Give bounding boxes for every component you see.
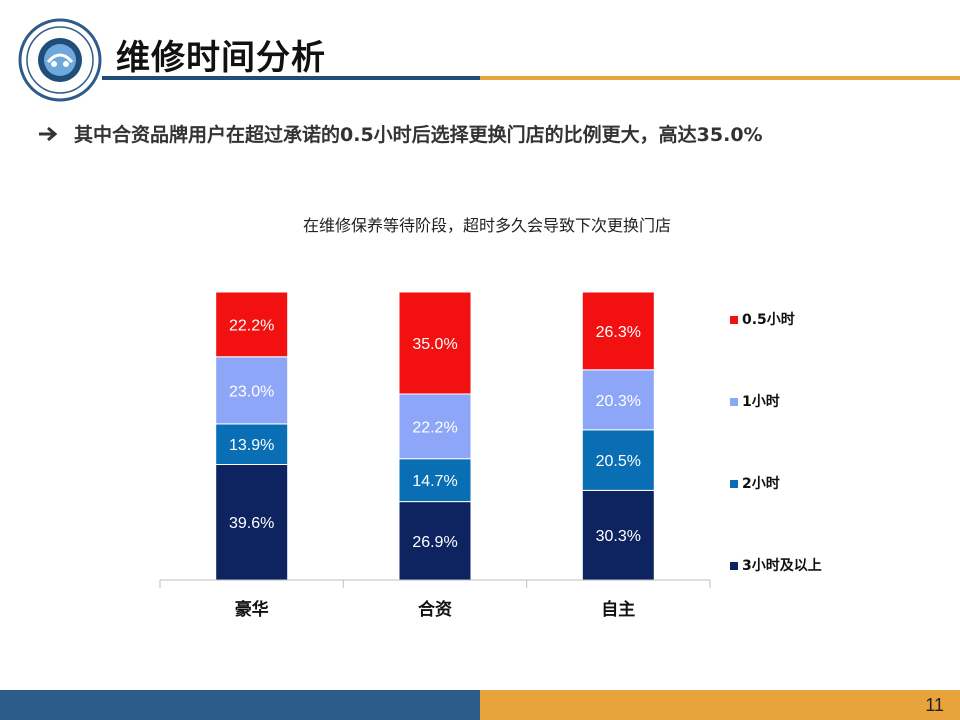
data-label: 14.7% [412,473,457,490]
data-label: 20.5% [596,453,641,470]
legend-swatch [730,480,738,488]
x-tick-label: 自主 [601,599,635,620]
x-tick-label: 合资 [418,599,452,620]
legend-label: 3小时及以上 [742,557,822,574]
bar-segment [581,429,655,491]
data-label: 35.0% [412,336,457,353]
chart-title: 在维修保养等待阶段，超时多久会导致下次更换门店 [303,216,671,235]
legend-label: 1小时 [742,393,780,410]
bar-segment [215,423,289,465]
data-label: 26.9% [412,534,457,551]
legend-swatch [730,316,738,324]
arrow-right-icon [39,126,58,141]
legend-label: 0.5小时 [742,311,795,328]
data-label: 30.3% [596,528,641,545]
data-label: 22.2% [412,419,457,436]
legend-swatch [730,562,738,570]
footer-bar-orange [480,690,960,720]
data-label: 13.9% [229,437,274,454]
bar-segment [581,369,655,431]
title-rule-blue [102,76,480,80]
bar-segment [581,291,655,371]
bar-segment [398,393,472,460]
bullet-text: 其中合资品牌用户在超过承诺的0.5小时后选择更换门店的比例更大，高达35.0% [74,124,763,146]
bar-segment [215,356,289,425]
bullet-row: 其中合资品牌用户在超过承诺的0.5小时后选择更换门店的比例更大，高达35.0% [38,120,763,147]
page-number: 11 [925,695,944,715]
data-label: 23.0% [229,383,274,400]
bar-segment [215,463,289,581]
data-label: 22.2% [229,317,274,334]
bar-segment [581,489,655,581]
legend-swatch [730,398,738,406]
data-label: 20.3% [596,393,641,410]
legend-label: 2小时 [742,475,780,492]
logo-emblem-icon [18,18,102,102]
slide-title: 维修时间分析 [116,38,326,78]
bar-segment [215,291,289,358]
title-rule-orange [480,76,960,80]
footer-bar-blue [0,690,480,720]
data-label: 26.3% [596,324,641,341]
bar-segment [398,291,472,395]
data-label: 39.6% [229,515,274,532]
x-tick-label: 豪华 [235,599,269,620]
